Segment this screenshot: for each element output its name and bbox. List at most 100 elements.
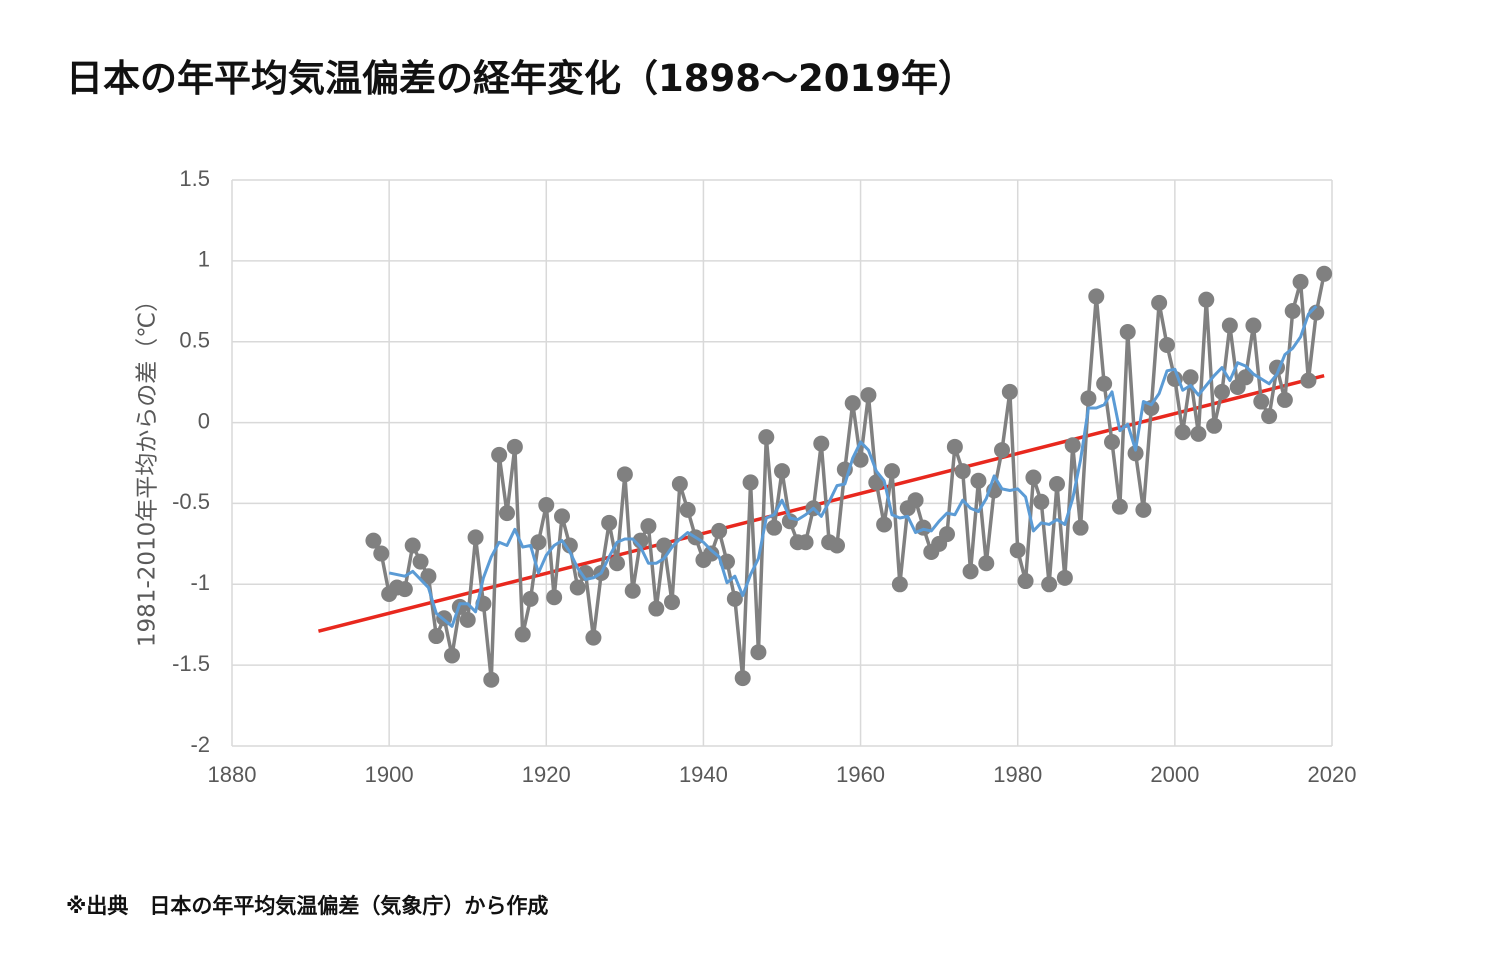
annual-data-point — [1056, 569, 1073, 586]
annual-data-point — [679, 501, 696, 518]
gridlines — [231, 179, 1333, 747]
annual-data-point — [766, 519, 783, 536]
annual-data-point — [1104, 433, 1120, 450]
annual-data-point — [1041, 576, 1058, 593]
annual-data-point — [1253, 393, 1270, 410]
annual-data-point — [459, 611, 476, 628]
y-tick-label: 0 — [198, 408, 210, 433]
annual-data-point — [1174, 424, 1191, 441]
annual-series-line — [371, 273, 1326, 682]
annual-data-point — [420, 568, 437, 585]
annual-data-point — [734, 670, 751, 687]
annual-data-point — [569, 579, 586, 596]
y-tick-label: 1 — [198, 247, 210, 272]
annual-data-point — [396, 581, 413, 598]
annual-data-point — [1237, 369, 1254, 386]
annual-data-point — [444, 647, 460, 664]
annual-data-point — [546, 589, 563, 606]
annual-data-point — [1261, 408, 1278, 425]
annual-data-point — [750, 644, 767, 661]
annual-data-point — [726, 590, 743, 607]
annual-data-point — [1284, 302, 1301, 319]
annual-data-point — [742, 474, 759, 491]
annual-data-point — [844, 395, 861, 412]
annual-data-point — [1206, 417, 1223, 434]
annual-data-point — [1221, 317, 1238, 334]
x-tick-label: 1880 — [208, 762, 257, 787]
annual-data-point — [711, 522, 728, 539]
x-tick-label: 1940 — [679, 762, 728, 787]
y-tick-label: 0.5 — [179, 328, 210, 353]
annual-data-point — [1245, 317, 1262, 334]
annual-data-point — [1025, 469, 1042, 486]
annual-data-point — [616, 466, 633, 483]
annual-data-point — [1135, 501, 1152, 518]
annual-data-point — [954, 463, 971, 480]
annual-data-point — [1151, 294, 1168, 311]
annual-data-point — [1111, 498, 1128, 515]
annual-data-point — [499, 505, 515, 522]
annual-data-point — [884, 463, 900, 480]
x-tick-label: 1900 — [365, 762, 414, 787]
x-tick-label: 2020 — [1308, 762, 1357, 787]
annual-data-point — [585, 629, 602, 646]
annual-data-point — [813, 435, 830, 452]
annual-data-point — [1064, 437, 1081, 454]
annual-data-point — [1190, 425, 1207, 442]
trend-line-group — [317, 373, 1325, 633]
annual-data-point — [852, 451, 869, 468]
annual-data-point — [797, 534, 814, 551]
annual-series-group — [365, 265, 1333, 688]
annual-data-point — [1017, 573, 1034, 590]
annual-data-point — [554, 508, 570, 525]
annual-data-point — [624, 582, 641, 599]
y-tick-label: -1 — [190, 570, 210, 595]
x-tick-label: 2000 — [1150, 762, 1199, 787]
annual-data-point — [373, 545, 390, 562]
y-tick-label: -2 — [190, 732, 210, 757]
x-tick-label: 1960 — [836, 762, 885, 787]
annual-data-point — [1316, 265, 1333, 282]
y-axis-label: 1981-2010年平均からの差（℃） — [135, 289, 161, 647]
annual-data-point — [939, 526, 955, 543]
annual-data-point — [1080, 390, 1097, 407]
annual-data-point — [514, 626, 531, 643]
annual-data-point — [428, 628, 445, 645]
annual-data-point — [404, 537, 421, 554]
annual-data-point — [1159, 336, 1175, 353]
annual-data-point — [1198, 291, 1215, 308]
annual-data-point — [915, 519, 932, 536]
annual-data-point — [907, 492, 924, 509]
annual-data-point — [962, 563, 979, 580]
annual-data-point — [491, 446, 508, 463]
annual-data-point — [656, 537, 673, 554]
annual-data-point — [1127, 445, 1144, 462]
annual-data-point — [946, 438, 963, 455]
annual-data-point — [671, 476, 688, 493]
annual-data-point — [601, 514, 618, 531]
annual-data-point — [1182, 369, 1199, 386]
annual-data-point — [640, 518, 657, 535]
annual-data-point — [522, 590, 539, 607]
annual-data-point — [561, 537, 578, 554]
annual-data-point — [829, 537, 845, 554]
annual-data-point — [467, 529, 484, 546]
page-title: 日本の年平均気温偏差の経年変化（1898〜2019年） — [66, 57, 975, 100]
x-tick-label: 1980 — [993, 762, 1042, 787]
annual-data-point — [703, 545, 720, 562]
annual-data-point — [1072, 519, 1089, 536]
annual-data-point — [577, 564, 594, 581]
annual-data-point — [1033, 493, 1050, 510]
annual-data-point — [876, 516, 893, 533]
moving-average-group — [388, 305, 1318, 628]
annual-data-point — [365, 532, 382, 549]
annual-data-point — [774, 463, 790, 480]
source-note: ※出典 日本の年平均気温偏差（気象庁）から作成 — [66, 894, 549, 918]
annual-data-point — [1009, 542, 1026, 559]
x-tick-label: 1920 — [522, 762, 571, 787]
trend-line — [317, 373, 1325, 633]
annual-data-point — [891, 576, 908, 593]
annual-data-point — [1214, 383, 1230, 400]
annual-data-point — [1300, 372, 1317, 389]
annual-data-point — [530, 534, 547, 551]
